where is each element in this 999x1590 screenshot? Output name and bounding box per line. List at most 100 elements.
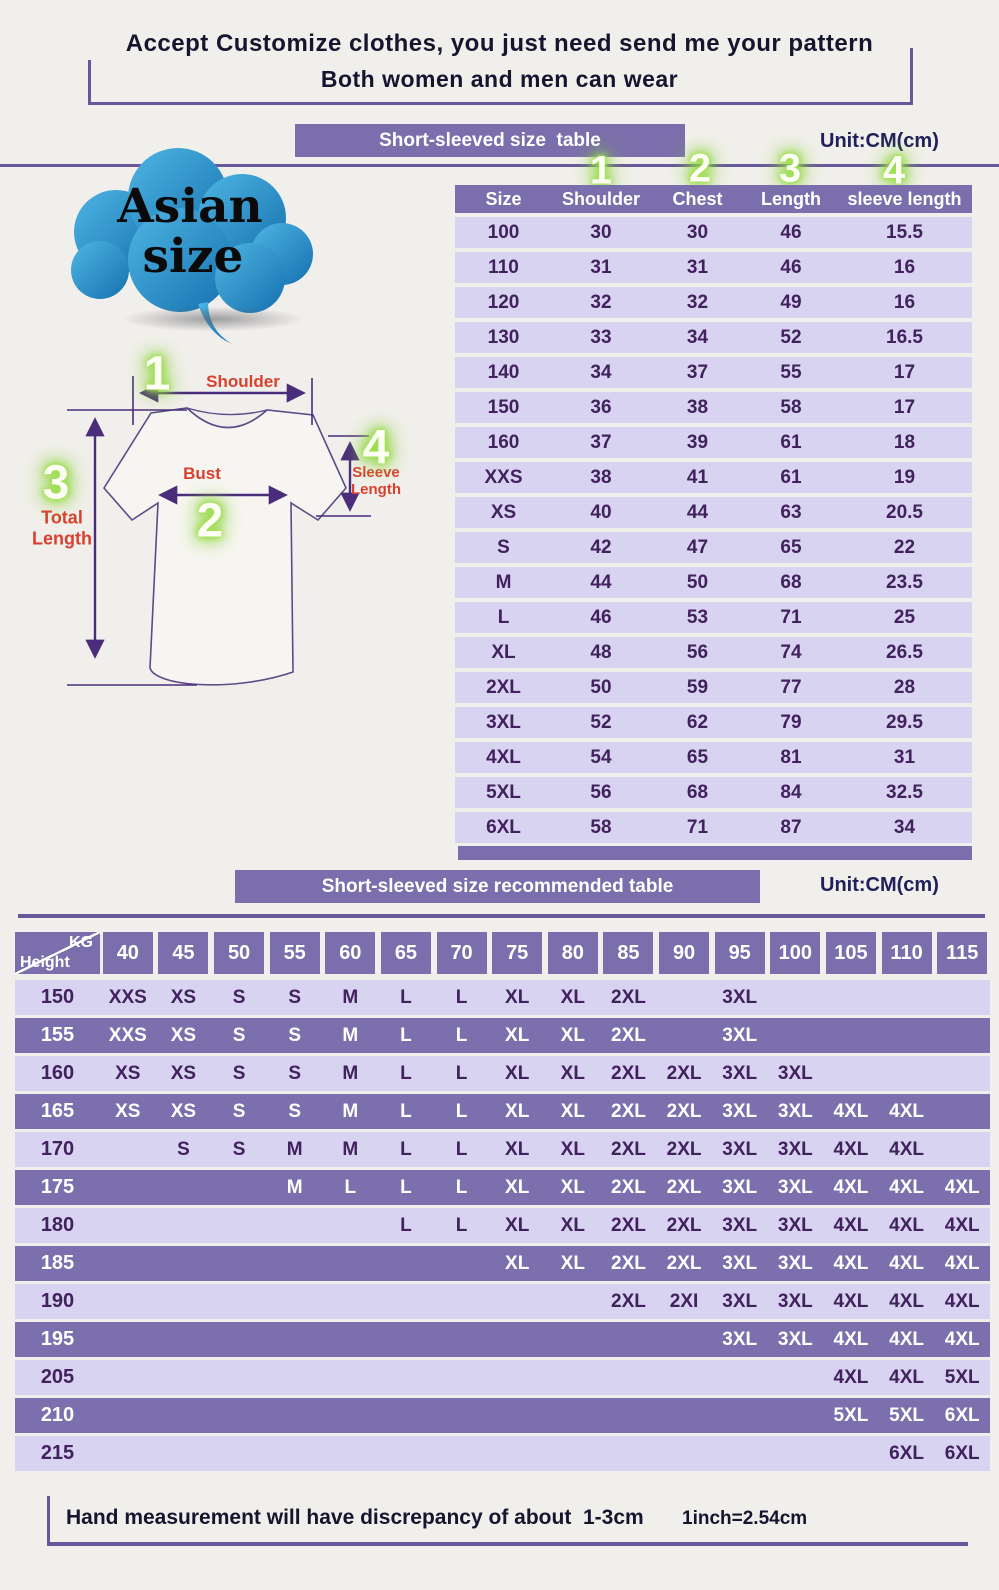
weight-header-cell: 85 xyxy=(603,932,654,974)
size-recommendation-cell: 2XL xyxy=(666,1063,702,1084)
size-recommendation-cell xyxy=(656,1360,712,1395)
measure-cell: 68 xyxy=(780,572,802,593)
divider-line-top xyxy=(0,164,999,167)
measure-cell: 30 xyxy=(686,222,709,243)
cloud-text-line1: Asian xyxy=(116,179,262,234)
size-cell: M xyxy=(495,572,512,593)
size-cell: XL xyxy=(491,642,516,663)
size-recommendation-cell xyxy=(267,1436,323,1471)
weight-header-slot: 50 xyxy=(211,932,267,974)
measure-cell: 41 xyxy=(686,467,709,488)
size-recommendation-cell: XL xyxy=(505,1253,530,1274)
size-recommendation-cell xyxy=(100,1246,156,1281)
height-cell: 195 xyxy=(40,1328,75,1350)
size-recommendation-cell xyxy=(768,1436,824,1471)
measure-cell: 74 xyxy=(780,642,802,663)
size-recommendation-cell: 4XL xyxy=(944,1215,980,1236)
size-recommendation-cell: 2XL xyxy=(611,1291,646,1312)
measure-cell: 38 xyxy=(686,397,709,418)
diagram-marker-2: 2 xyxy=(196,494,224,548)
size-cell: 4XL xyxy=(486,747,521,768)
size-recommendation-cell xyxy=(489,1284,545,1319)
size-recommendation-cell: L xyxy=(455,1063,468,1084)
measure-cell: 15.5 xyxy=(886,222,923,243)
size-recommendation-cell xyxy=(156,1284,212,1319)
size-recommendation-cell: 4XL xyxy=(889,1177,924,1198)
size-recommendation-cell: 4XL xyxy=(889,1253,924,1274)
size-recommendation-cell xyxy=(434,1284,490,1319)
measure-cell: 59 xyxy=(686,677,709,698)
size-recommendation-cell: S xyxy=(288,1025,302,1046)
size-recommendation-cell xyxy=(545,1284,601,1319)
measure-cell: 77 xyxy=(780,677,802,698)
weight-header-cell: 50 xyxy=(214,932,265,974)
recommend-table-header: KG Height 40 45 50 55 60 65 70 75 80 85 90 95 100 105… xyxy=(15,932,990,974)
weight-header-cell: 40 xyxy=(102,932,153,974)
cloud-shadow xyxy=(118,306,308,332)
size-recommendation-cell: 3XL xyxy=(722,1253,758,1274)
cloud-shape xyxy=(71,148,313,344)
size-recommendation-cell xyxy=(545,1436,601,1471)
size-recommendation-cell: 4XL xyxy=(889,1215,924,1236)
measure-cell: 17 xyxy=(893,362,916,383)
size-recommendation-cell: 3XL xyxy=(722,1025,758,1046)
recommend-row: 215 6XL 6XL xyxy=(15,1436,990,1471)
size-recommendation-cell xyxy=(934,1018,990,1053)
weight-header-slot: 65 xyxy=(378,932,434,974)
size-recommendation-cell xyxy=(712,1436,768,1471)
size-recommendation-cell: 2XL xyxy=(611,1025,646,1046)
size-recommendation-cell xyxy=(211,1284,267,1319)
weight-header-cell: 55 xyxy=(269,932,320,974)
total-label-line2: Length xyxy=(32,528,92,548)
size-recommendation-cell xyxy=(489,1322,545,1357)
recommend-row: 195 3XL 3XL 4XL 4XL 4XL xyxy=(15,1322,990,1357)
size-recommendation-cell xyxy=(768,1398,824,1433)
size-recommendation-cell: 4XL xyxy=(889,1139,924,1160)
size-recommendation-cell: 2XL xyxy=(611,1139,646,1160)
weight-header-slot: 85 xyxy=(601,932,657,974)
weight-header-slot: 45 xyxy=(156,932,212,974)
size-recommendation-cell xyxy=(156,1208,212,1243)
size-recommendation-cell: XL xyxy=(560,1253,585,1274)
size-recommendation-cell: 3XL xyxy=(722,1291,758,1312)
size-recommendation-cell: XL xyxy=(560,987,585,1008)
measure-cell: 17 xyxy=(893,397,916,418)
size-recommendation-cell xyxy=(934,980,990,1015)
measure-cell: 40 xyxy=(590,502,612,523)
size-recommendation-cell xyxy=(211,1208,267,1243)
measure-cell: 52 xyxy=(780,327,802,348)
measure-cell: 71 xyxy=(780,607,802,628)
measure-cell: 58 xyxy=(780,397,802,418)
size-recommendation-cell: L xyxy=(455,1139,468,1160)
measure-cell: 44 xyxy=(686,502,709,523)
size-recommendation-cell xyxy=(656,1436,712,1471)
size-recommendation-cell: S xyxy=(288,987,302,1008)
measure-cell: 23.5 xyxy=(886,572,923,593)
total-label-line1: Total xyxy=(41,507,83,528)
sleeve-label-line2: Length xyxy=(351,481,401,498)
size-recommendation-cell xyxy=(601,1436,657,1471)
size-table: Size Shoulder Chest Length sleeve length 100… xyxy=(455,185,972,843)
size-cell: 3XL xyxy=(486,712,521,733)
size-recommendation-cell xyxy=(323,1246,379,1281)
size-recommendation-cell xyxy=(323,1322,379,1357)
recommend-row: 205 4XL 4XL 5XL xyxy=(15,1360,990,1395)
height-cell: 160 xyxy=(40,1062,75,1084)
measure-cell: 84 xyxy=(780,782,802,803)
size-cell: 130 xyxy=(487,327,520,348)
size-recommendation-cell: L xyxy=(455,987,468,1008)
size-recommendation-cell xyxy=(378,1360,434,1395)
measure-cell: 30 xyxy=(590,222,612,243)
recommend-row: 170 S S M M L L XL XL 2XL 2XL 3XL 3XL 4XL 4XL xyxy=(15,1132,990,1167)
tshirt-diagram xyxy=(67,376,371,686)
size-cell: L xyxy=(497,607,510,628)
measure-cell: 36 xyxy=(590,397,612,418)
size-recommendation-cell xyxy=(934,1094,990,1129)
weight-header-slot: 100 xyxy=(768,932,824,974)
size-recommendation-cell: 4XL xyxy=(833,1215,869,1236)
size-recommendation-cell xyxy=(434,1360,490,1395)
measure-cell: 54 xyxy=(590,747,612,768)
recommend-row: 175 M L L L XL XL 2XL 2XL 3XL 3XL 4XL 4XL 4XL xyxy=(15,1170,990,1205)
measure-cell: 46 xyxy=(590,607,612,628)
size-recommendation-cell: M xyxy=(286,1139,303,1160)
